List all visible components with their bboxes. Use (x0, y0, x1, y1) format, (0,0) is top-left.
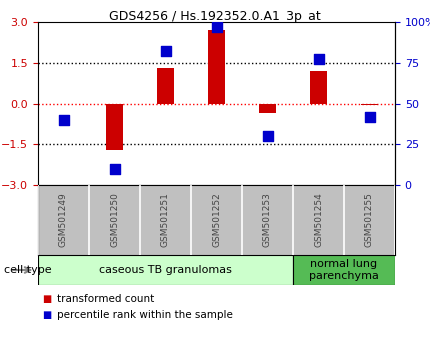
Bar (106, 103, 123, 150)
Text: GSM501253: GSM501253 (263, 193, 272, 247)
Bar (38, 255, 293, 285)
Point (213, 24, 220, 30)
Text: percentile rank within the sample: percentile rank within the sample (57, 310, 233, 320)
Text: GDS4256 / Hs.192352.0.A1_3p_at: GDS4256 / Hs.192352.0.A1_3p_at (109, 10, 321, 23)
Text: caseous TB granulomas: caseous TB granulomas (99, 265, 232, 275)
Point (162, 48, 169, 54)
Bar (208, 30, 225, 103)
Text: GSM501254: GSM501254 (314, 193, 323, 247)
Point (60, 117, 67, 122)
Text: ■: ■ (42, 294, 52, 304)
Text: GSM501250: GSM501250 (110, 193, 119, 247)
Point (264, 133, 271, 139)
Text: GSM501249: GSM501249 (59, 193, 68, 247)
Text: GSM501251: GSM501251 (161, 193, 170, 247)
Bar (157, 68, 175, 103)
Bar (293, 255, 395, 285)
Text: cell type: cell type (4, 265, 52, 275)
Text: GSM501255: GSM501255 (365, 193, 374, 247)
Bar (361, 103, 378, 105)
Text: transformed count: transformed count (57, 294, 155, 304)
Point (366, 114, 373, 119)
Point (111, 166, 118, 172)
Point (315, 57, 322, 62)
Text: GSM501252: GSM501252 (212, 193, 221, 247)
Bar (310, 71, 327, 103)
Text: ■: ■ (42, 310, 52, 320)
Text: normal lung
parenchyma: normal lung parenchyma (309, 259, 379, 281)
Bar (258, 103, 276, 113)
